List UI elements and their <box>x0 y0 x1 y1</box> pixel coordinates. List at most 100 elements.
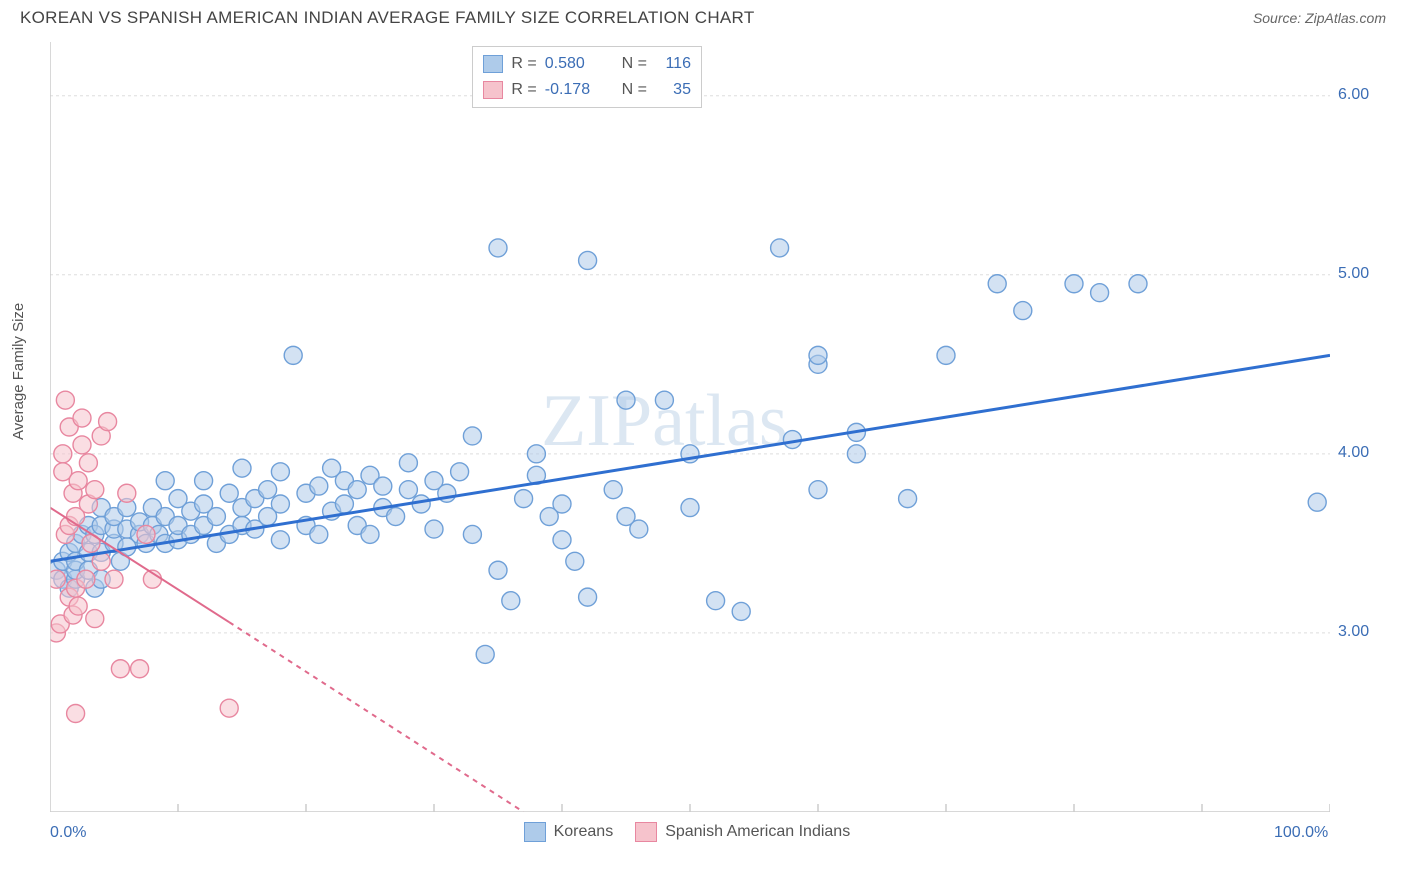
data-point <box>220 699 238 717</box>
data-point <box>553 531 571 549</box>
data-point <box>476 645 494 663</box>
source-prefix: Source: <box>1253 10 1305 26</box>
data-point <box>1014 302 1032 320</box>
data-point <box>399 454 417 472</box>
y-axis-label: Average Family Size <box>10 303 27 440</box>
data-point <box>374 477 392 495</box>
data-point <box>387 508 405 526</box>
chart-container: ZIPatlas 3.004.005.006.000.0%100.0%R =0.… <box>50 42 1370 832</box>
legend-swatch <box>635 822 657 842</box>
r-label: R = <box>511 77 536 103</box>
data-point <box>1065 275 1083 293</box>
data-point <box>463 427 481 445</box>
data-point <box>732 602 750 620</box>
data-point <box>630 520 648 538</box>
data-point <box>937 346 955 364</box>
data-point <box>271 495 289 513</box>
scatter-chart: ZIPatlas <box>50 42 1330 812</box>
data-point <box>335 495 353 513</box>
y-tick-label: 4.00 <box>1338 444 1369 462</box>
y-tick-label: 3.00 <box>1338 623 1369 641</box>
data-point <box>73 436 91 454</box>
data-point <box>553 495 571 513</box>
legend-item: Koreans <box>524 822 614 842</box>
series-legend: Koreans Spanish American Indians <box>524 822 851 842</box>
data-point <box>988 275 1006 293</box>
correlation-row: R = 0.580 N = 116 <box>483 51 691 77</box>
data-point <box>69 472 87 490</box>
data-point <box>681 499 699 517</box>
data-point <box>105 570 123 588</box>
data-point <box>502 592 520 610</box>
n-label: N = <box>613 77 647 103</box>
legend-label: Spanish American Indians <box>665 823 850 841</box>
data-point <box>220 484 238 502</box>
n-value: 35 <box>655 77 691 103</box>
data-point <box>399 481 417 499</box>
correlation-row: R = -0.178 N = 35 <box>483 77 691 103</box>
chart-title: KOREAN VS SPANISH AMERICAN INDIAN AVERAG… <box>20 8 755 28</box>
data-point <box>118 484 136 502</box>
data-point <box>1129 275 1147 293</box>
data-point <box>425 520 443 538</box>
data-point <box>604 481 622 499</box>
data-point <box>271 463 289 481</box>
data-point <box>515 490 533 508</box>
data-point <box>463 525 481 543</box>
r-label: R = <box>511 51 536 77</box>
data-point <box>56 391 74 409</box>
data-point <box>50 570 65 588</box>
correlation-legend: R = 0.580 N = 116 R = -0.178 N = 35 <box>472 46 702 108</box>
data-point <box>195 472 213 490</box>
data-point <box>79 454 97 472</box>
data-point <box>566 552 584 570</box>
x-tick-label: 100.0% <box>1274 824 1328 842</box>
y-tick-label: 6.00 <box>1338 86 1369 104</box>
data-point <box>77 570 95 588</box>
data-point <box>233 459 251 477</box>
data-point <box>69 597 87 615</box>
source-name: ZipAtlas.com <box>1305 10 1386 26</box>
data-point <box>809 346 827 364</box>
data-point <box>771 239 789 257</box>
data-point <box>489 239 507 257</box>
data-point <box>361 525 379 543</box>
data-point <box>527 445 545 463</box>
data-point <box>451 463 469 481</box>
data-point <box>99 413 117 431</box>
series-koreans <box>50 239 1326 663</box>
legend-item: Spanish American Indians <box>635 822 850 842</box>
data-point <box>655 391 673 409</box>
data-point <box>579 588 597 606</box>
data-point <box>707 592 725 610</box>
data-point <box>86 481 104 499</box>
legend-swatch <box>524 822 546 842</box>
data-point <box>131 660 149 678</box>
data-point <box>1308 493 1326 511</box>
data-point <box>310 477 328 495</box>
legend-swatch <box>483 81 503 99</box>
legend-label: Koreans <box>554 823 614 841</box>
data-point <box>284 346 302 364</box>
data-point <box>271 531 289 549</box>
data-point <box>489 561 507 579</box>
y-tick-label: 5.00 <box>1338 265 1369 283</box>
data-point <box>54 445 72 463</box>
x-tick-label: 0.0% <box>50 824 86 842</box>
n-label: N = <box>613 51 647 77</box>
data-point <box>617 391 635 409</box>
data-point <box>73 409 91 427</box>
data-point <box>847 445 865 463</box>
data-point <box>137 525 155 543</box>
data-point <box>259 481 277 499</box>
n-value: 116 <box>655 51 691 77</box>
data-point <box>156 472 174 490</box>
r-value: -0.178 <box>545 77 605 103</box>
data-point <box>348 481 366 499</box>
data-point <box>207 508 225 526</box>
data-point <box>67 705 85 723</box>
r-value: 0.580 <box>545 51 605 77</box>
data-point <box>809 481 827 499</box>
data-point <box>111 660 129 678</box>
legend-swatch <box>483 55 503 73</box>
